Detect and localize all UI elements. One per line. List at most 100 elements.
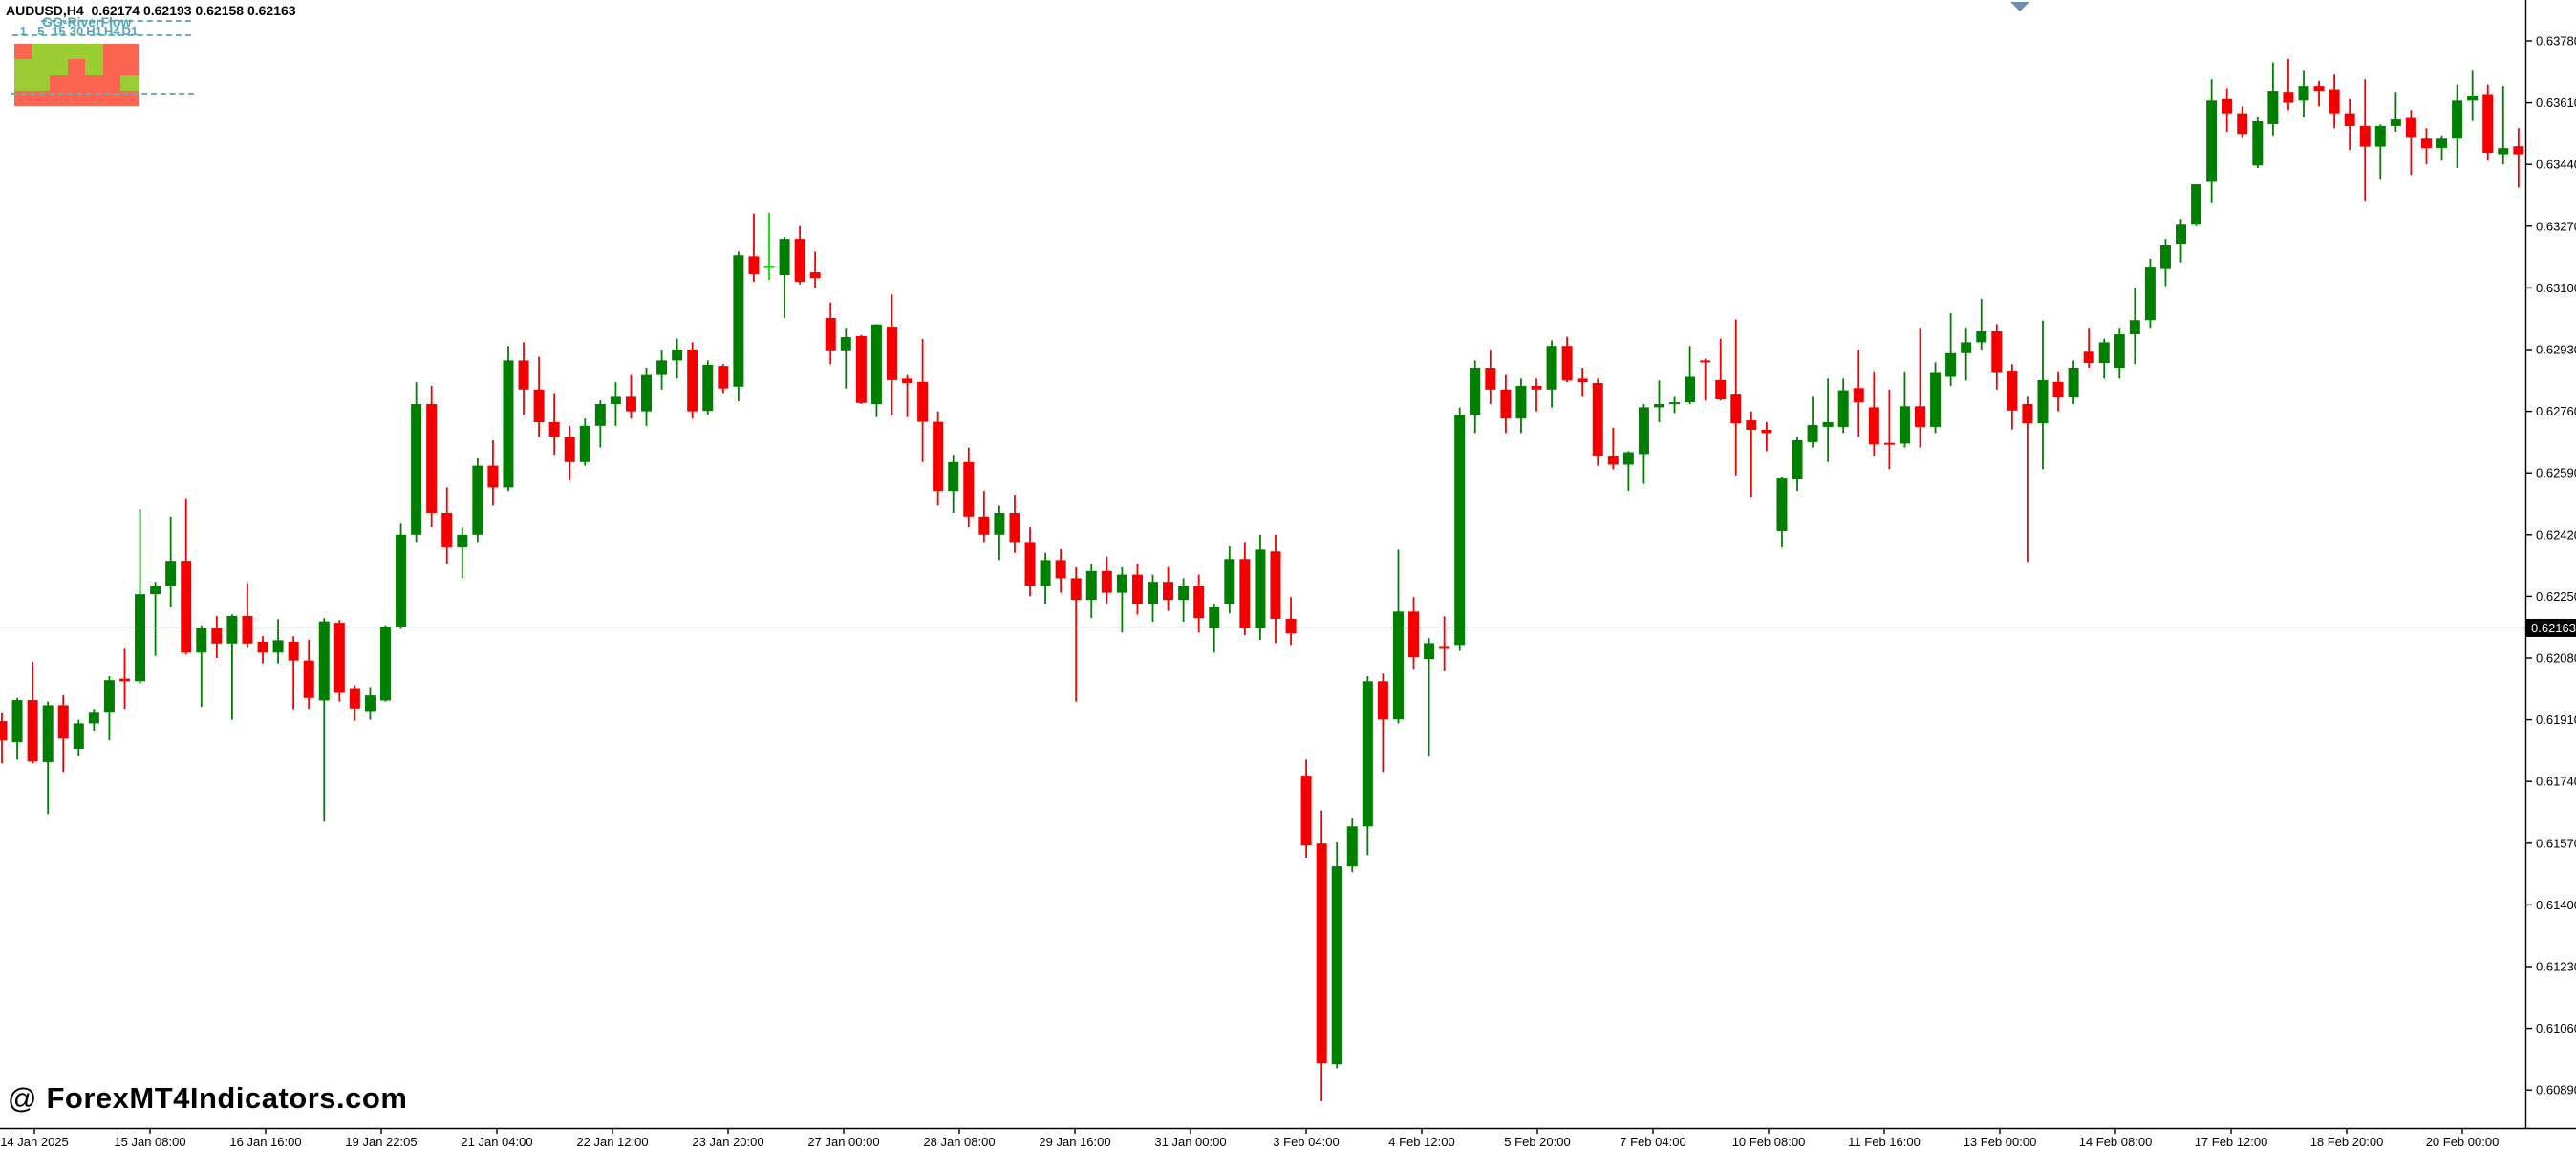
plot-area[interactable] (0, 59, 2525, 1101)
candle-body (1209, 607, 1220, 628)
candle-body (2436, 138, 2448, 149)
candle-body (718, 366, 729, 389)
symbol-ohlc-header: AUDUSD,H4 0.62174 0.62193 0.62158 0.6216… (6, 3, 296, 18)
timeframe-header-label: 30 (69, 24, 84, 38)
candle (1592, 378, 1603, 466)
candle-body (2022, 404, 2033, 424)
candle-body (1470, 368, 1481, 415)
candle-body (1638, 407, 1649, 455)
heatmap-cell (120, 75, 139, 91)
candle (1991, 324, 2003, 390)
candle-body (364, 695, 376, 712)
time-tick-label: 7 Feb 04:00 (1620, 1135, 1685, 1149)
candle (886, 294, 897, 415)
candle-body (2405, 117, 2416, 138)
time-tick-label: 4 Feb 12:00 (1388, 1135, 1454, 1149)
candle (1024, 527, 1036, 597)
candle (1193, 574, 1205, 633)
candle (1822, 378, 1834, 462)
candle-body (242, 615, 253, 644)
candle (1131, 564, 1143, 615)
candle-body (349, 688, 360, 709)
candle-body (1408, 611, 1420, 658)
candle-body (870, 324, 882, 404)
candle (1653, 380, 1664, 422)
candle-body (457, 534, 468, 548)
candle (318, 618, 330, 822)
candle-body (73, 723, 84, 749)
candle (2114, 328, 2125, 379)
candle (594, 400, 606, 448)
candle-body (2191, 184, 2202, 225)
candle (2022, 396, 2033, 563)
candle-body (2176, 224, 2187, 245)
indicator-timeframe-headers: 1 5 15 30 H1 H4 D1 (14, 24, 139, 38)
candle (1883, 389, 1895, 470)
candle (1930, 362, 1942, 434)
candle-body (333, 623, 345, 693)
candle (825, 302, 836, 365)
time-tick-label: 14 Jan 2025 (0, 1135, 69, 1149)
candle-body (564, 437, 575, 462)
candle (518, 342, 529, 415)
candle-body (1930, 372, 1942, 427)
heatmap-cell (50, 44, 68, 60)
candle-body (1193, 586, 1205, 619)
candle-body (779, 239, 790, 276)
candle (257, 636, 268, 664)
candle (687, 342, 698, 419)
candle (1362, 676, 1373, 856)
candle-body (57, 705, 69, 739)
candle-body (1500, 389, 1512, 419)
candle (135, 509, 146, 684)
time-tick-label: 19 Jan 22:05 (345, 1135, 417, 1149)
candle (748, 213, 760, 282)
candle-body (794, 239, 805, 282)
candle (1085, 564, 1097, 619)
candle (1009, 495, 1020, 553)
candle-body (1362, 681, 1373, 827)
candle-body (165, 561, 177, 586)
candle-body (672, 350, 683, 361)
candle-body (1101, 570, 1112, 593)
candle (1715, 338, 1727, 401)
candle-body (2329, 89, 2340, 114)
candle-body (2129, 320, 2140, 335)
heatmap-cell (14, 44, 32, 60)
candle (272, 619, 284, 664)
candle-body (272, 640, 284, 653)
candle-body (1761, 429, 1772, 434)
candle (533, 356, 545, 437)
candle (1178, 578, 1190, 622)
time-axis[interactable]: 14 Jan 2025 15 Jan 08:00 16 Jan 16:00 19 Ja… (0, 1128, 2499, 1149)
candle-body (1592, 382, 1603, 456)
candle (1531, 378, 1542, 412)
candle (487, 440, 499, 506)
time-tick-label: 28 Jan 08:00 (923, 1135, 995, 1149)
candle (196, 625, 207, 708)
candle (1500, 374, 1512, 434)
candle (73, 719, 84, 756)
candle-body (2114, 334, 2125, 368)
candle (2283, 59, 2294, 111)
candle-body (1239, 559, 1251, 628)
heatmap-cell (67, 75, 85, 91)
candle-body (1883, 442, 1895, 445)
candle-body (1715, 379, 1727, 400)
candle (1300, 759, 1312, 858)
candle (672, 338, 683, 379)
candle-body (2390, 119, 2401, 126)
candle-body (380, 626, 391, 701)
candle (1607, 427, 1619, 470)
candle (1577, 368, 1588, 397)
candle (2467, 70, 2479, 121)
time-tick-label: 13 Feb 00:00 (1964, 1135, 2037, 1149)
candle (625, 374, 636, 419)
candle (211, 615, 223, 658)
